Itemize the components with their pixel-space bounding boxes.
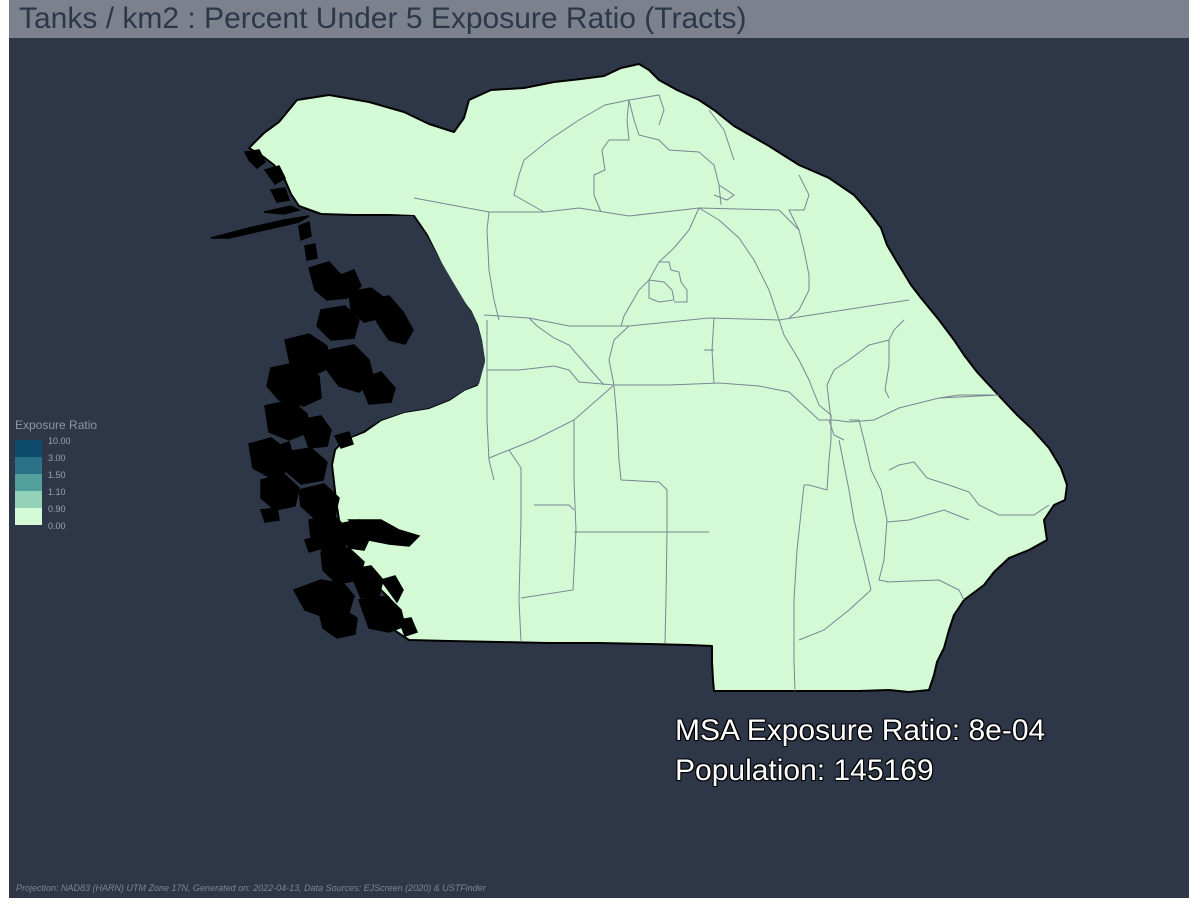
population-count: Population: 145169 (675, 754, 934, 787)
legend-tick-label: 1.50 (48, 470, 66, 480)
legend-tick-label: 0.90 (48, 504, 66, 514)
msa-exposure-ratio: MSA Exposure Ratio: 8e-04 (675, 714, 1046, 747)
map-panel: Tanks / km2 : Percent Under 5 Exposure R… (9, 0, 1189, 898)
legend-tick-label: 1.10 (48, 487, 66, 497)
map-title: Tanks / km2 : Percent Under 5 Exposure R… (19, 2, 747, 35)
coastal-islands (210, 149, 421, 639)
legend-swatch (15, 508, 42, 525)
map-footer: Projection: NAD83 (HARN) UTM Zone 17N, G… (16, 883, 486, 893)
legend-rows: 10.00 3.00 1.50 1.10 0.90 0.00 (15, 436, 105, 531)
map-canvas (210, 63, 1068, 693)
map-legend: Exposure Ratio 10.00 3.00 1.50 1.10 0.90 0.00 (15, 418, 105, 531)
title-bar: Tanks / km2 : Percent Under 5 Exposure R… (9, 0, 1189, 38)
legend-tick-label: 0.00 (48, 521, 66, 531)
stats-box: MSA Exposure Ratio: 8e-04 Population: 14… (675, 711, 1045, 791)
legend-swatch (15, 474, 42, 491)
tract-boundaries (413, 94, 1050, 692)
legend-swatch (15, 440, 42, 457)
legend-swatch (15, 457, 42, 474)
legend-swatch (15, 491, 42, 508)
legend-tick-label: 10.00 (48, 436, 71, 446)
legend-tick-label: 3.00 (48, 453, 66, 463)
legend-title: Exposure Ratio (15, 418, 98, 432)
